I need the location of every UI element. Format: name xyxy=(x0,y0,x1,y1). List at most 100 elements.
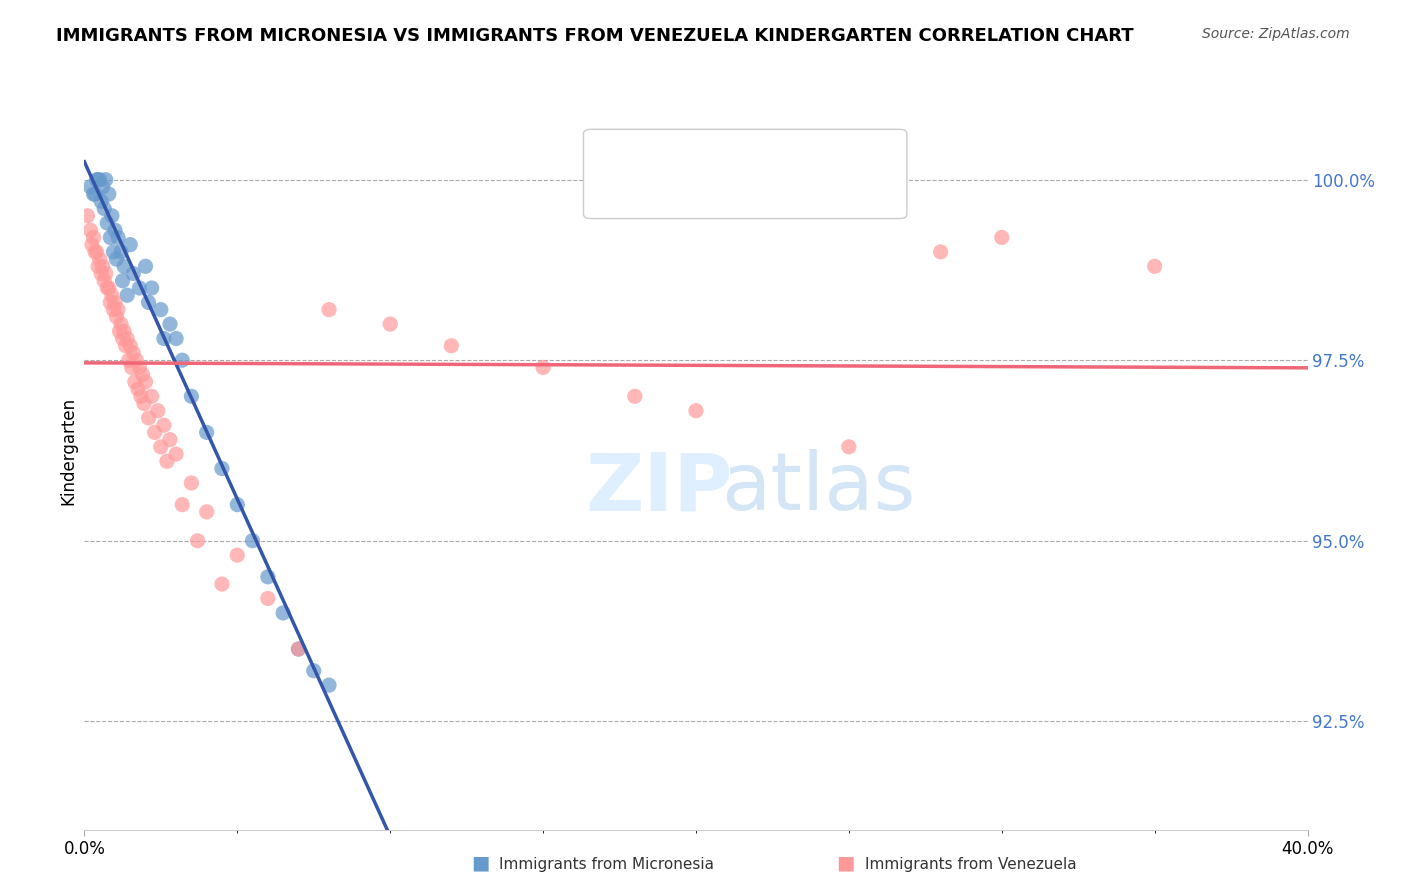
Point xyxy=(287,642,309,657)
Text: IMMIGRANTS FROM MICRONESIA VS IMMIGRANTS FROM VENEZUELA KINDERGARTEN CORRELATION: IMMIGRANTS FROM MICRONESIA VS IMMIGRANTS… xyxy=(56,27,1133,45)
Point xyxy=(149,302,172,317)
Text: Source: ZipAtlas.com: Source: ZipAtlas.com xyxy=(1202,27,1350,41)
Point xyxy=(153,332,176,346)
Point xyxy=(685,403,707,417)
Point xyxy=(211,577,233,591)
Point xyxy=(287,642,309,657)
Point xyxy=(112,260,135,274)
Point xyxy=(195,425,218,440)
Point xyxy=(107,230,129,244)
Point xyxy=(156,454,179,468)
Point xyxy=(165,447,187,461)
Point xyxy=(159,433,181,447)
Point xyxy=(80,237,103,252)
Point xyxy=(195,505,218,519)
Point xyxy=(86,244,108,259)
Point xyxy=(91,260,114,274)
Point xyxy=(98,230,121,244)
Point xyxy=(929,244,952,259)
Point xyxy=(128,281,150,295)
Text: Immigrants from Micronesia: Immigrants from Micronesia xyxy=(499,857,714,872)
Point xyxy=(271,606,294,620)
Point xyxy=(96,216,118,230)
Point xyxy=(531,360,554,375)
Point xyxy=(991,230,1014,244)
Point xyxy=(180,475,202,490)
Point xyxy=(159,317,181,331)
Point xyxy=(124,375,146,389)
Text: N = 65: N = 65 xyxy=(766,169,828,187)
Point xyxy=(120,339,142,353)
Point xyxy=(101,209,124,223)
Point xyxy=(94,267,117,281)
Point xyxy=(96,281,118,295)
Point xyxy=(91,180,114,194)
Point xyxy=(127,382,149,396)
Point xyxy=(122,267,145,281)
Point xyxy=(76,209,98,223)
Point xyxy=(87,172,110,186)
Point xyxy=(98,295,121,310)
Point xyxy=(141,389,163,403)
Point xyxy=(172,353,194,368)
Point xyxy=(108,324,131,338)
Text: ■: ■ xyxy=(837,854,855,872)
Text: ■: ■ xyxy=(471,854,489,872)
Point xyxy=(132,396,155,410)
Point xyxy=(135,375,157,389)
Point xyxy=(105,310,128,324)
Point xyxy=(128,360,150,375)
Text: N = 43: N = 43 xyxy=(766,138,828,156)
Point xyxy=(180,389,202,403)
Y-axis label: Kindergarten: Kindergarten xyxy=(59,396,77,505)
Point xyxy=(89,172,111,186)
Point xyxy=(111,274,134,288)
Point xyxy=(153,418,176,433)
Point xyxy=(112,324,135,338)
Point xyxy=(226,498,249,512)
Point xyxy=(141,281,163,295)
Point xyxy=(115,288,138,302)
Point xyxy=(131,368,153,382)
Point xyxy=(94,172,117,186)
Point xyxy=(83,187,105,202)
Point xyxy=(440,339,463,353)
Point xyxy=(101,288,124,302)
Point xyxy=(318,678,340,692)
Point xyxy=(110,317,132,331)
Point xyxy=(118,353,141,368)
Text: ZIP: ZIP xyxy=(586,450,733,527)
Point xyxy=(172,498,194,512)
Point xyxy=(122,346,145,360)
Point xyxy=(165,332,187,346)
Point xyxy=(84,244,107,259)
Point xyxy=(114,339,136,353)
Point xyxy=(115,332,138,346)
Point xyxy=(135,260,157,274)
Point xyxy=(79,180,101,194)
Point xyxy=(105,252,128,266)
Point xyxy=(125,353,148,368)
Point xyxy=(79,223,101,237)
Point xyxy=(211,461,233,475)
Point xyxy=(103,302,125,317)
Point xyxy=(149,440,172,454)
Point xyxy=(104,295,127,310)
Point xyxy=(90,194,112,209)
Point xyxy=(138,295,160,310)
Point xyxy=(186,533,208,548)
Point xyxy=(143,425,166,440)
Point xyxy=(242,533,264,548)
Text: ■: ■ xyxy=(605,169,623,188)
Point xyxy=(97,281,120,295)
Point xyxy=(257,570,280,584)
Point xyxy=(89,252,111,266)
Text: ■: ■ xyxy=(605,137,623,157)
Point xyxy=(624,389,647,403)
Point xyxy=(93,274,115,288)
Point xyxy=(318,302,340,317)
Point xyxy=(138,411,160,425)
Point xyxy=(84,187,107,202)
Text: R = 0.365: R = 0.365 xyxy=(626,138,709,156)
Text: Immigrants from Venezuela: Immigrants from Venezuela xyxy=(865,857,1077,872)
